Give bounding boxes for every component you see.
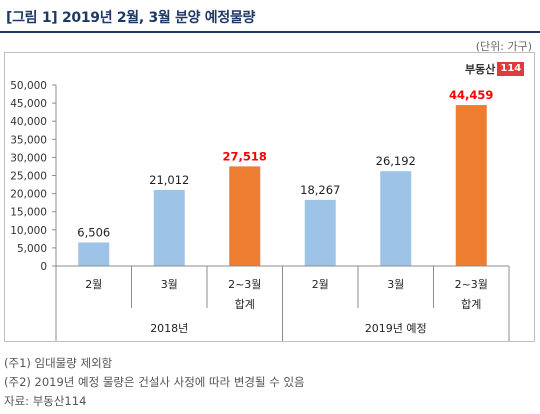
y-tick-label: 30,000 — [10, 152, 47, 164]
footnotes: (주1) 임대물량 제외함 (주2) 2019년 예정 물량은 건설사 사정에 … — [4, 354, 305, 411]
logo-number: 114 — [497, 62, 525, 76]
x-category-label: 3월 — [161, 278, 178, 291]
x-category-label: 2월 — [312, 278, 329, 291]
y-tick-label: 25,000 — [10, 171, 47, 183]
footnote-1: (주1) 임대물량 제외함 — [4, 356, 113, 370]
bar — [153, 189, 185, 266]
bar — [304, 199, 336, 266]
footnote-2: (주2) 2019년 예정 물량은 건설사 사정에 따라 변경될 수 있음 — [4, 375, 305, 389]
x-category-label: 2월 — [85, 278, 102, 291]
bar-value-label: 44,459 — [449, 88, 493, 102]
bar — [455, 105, 487, 267]
x-category-label: 2~3월 — [455, 278, 488, 291]
x-category-label: 합계 — [235, 298, 255, 311]
bar — [380, 171, 412, 266]
y-tick-label: 50,000 — [10, 80, 47, 92]
bar — [78, 242, 110, 266]
chart-frame — [4, 52, 535, 342]
brand-logo: 부동산 114 — [465, 62, 525, 76]
group-label: 2018년 — [150, 322, 188, 335]
y-tick-label: 20,000 — [10, 189, 47, 201]
x-category-label: 2~3월 — [228, 278, 261, 291]
bars: 6,506 21,012 27,518 18,267 26,192 44,459 — [77, 88, 493, 267]
unit-label: (단위: 가구) — [475, 40, 532, 53]
figure-title: [그림 1] 2019년 2월, 3월 분양 예정물량 — [6, 10, 256, 26]
y-axis: 0 5,000 10,000 15,000 20,000 25,000 30,000 35,0… — [10, 80, 57, 273]
bar-value-label: 18,267 — [300, 183, 340, 197]
bar-chart: 0 5,000 10,000 15,000 20,000 25,000 30,000 35,0… — [10, 80, 510, 341]
bar-value-label: 6,506 — [77, 225, 110, 239]
y-tick-label: 10,000 — [10, 225, 47, 237]
source-note: 자료: 부동산114 — [4, 394, 87, 408]
title-divider — [0, 31, 540, 33]
bar-value-label: 27,518 — [223, 149, 267, 163]
bar-value-label: 21,012 — [149, 173, 189, 187]
x-category-label: 3월 — [387, 278, 404, 291]
y-tick-label: 15,000 — [10, 207, 47, 219]
bar — [229, 166, 261, 266]
y-tick-label: 35,000 — [10, 134, 47, 146]
group-label: 2019년 예정 — [365, 322, 427, 335]
y-tick-label: 5,000 — [17, 243, 47, 255]
y-tick-label: 45,000 — [10, 98, 47, 110]
y-tick-label: 40,000 — [10, 116, 47, 128]
y-tick-label: 0 — [40, 261, 47, 273]
logo-text: 부동산 — [465, 63, 496, 76]
x-category-label: 합계 — [461, 298, 481, 311]
bar-value-label: 26,192 — [376, 154, 416, 168]
